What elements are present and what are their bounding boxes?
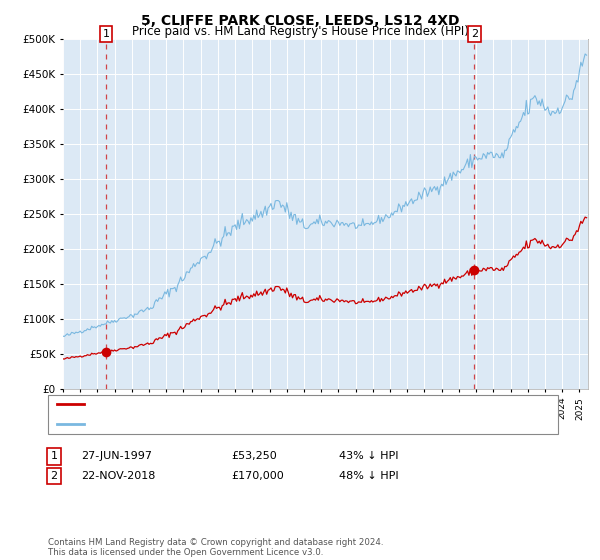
Text: Price paid vs. HM Land Registry's House Price Index (HPI): Price paid vs. HM Land Registry's House … [131,25,469,38]
Text: 48% ↓ HPI: 48% ↓ HPI [339,471,398,481]
Text: 1: 1 [103,29,109,39]
Text: £53,250: £53,250 [231,451,277,461]
Text: 27-JUN-1997: 27-JUN-1997 [81,451,152,461]
Text: 5, CLIFFE PARK CLOSE, LEEDS, LS12 4XD (detached house): 5, CLIFFE PARK CLOSE, LEEDS, LS12 4XD (d… [90,399,397,409]
Text: 5, CLIFFE PARK CLOSE, LEEDS, LS12 4XD: 5, CLIFFE PARK CLOSE, LEEDS, LS12 4XD [141,14,459,28]
Text: £170,000: £170,000 [231,471,284,481]
Text: 1: 1 [50,451,58,461]
Text: 2: 2 [50,471,58,481]
Text: HPI: Average price, detached house, Leeds: HPI: Average price, detached house, Leed… [90,419,313,429]
Text: 22-NOV-2018: 22-NOV-2018 [81,471,155,481]
Text: Contains HM Land Registry data © Crown copyright and database right 2024.
This d: Contains HM Land Registry data © Crown c… [48,538,383,557]
Text: 43% ↓ HPI: 43% ↓ HPI [339,451,398,461]
Text: 2: 2 [470,29,478,39]
